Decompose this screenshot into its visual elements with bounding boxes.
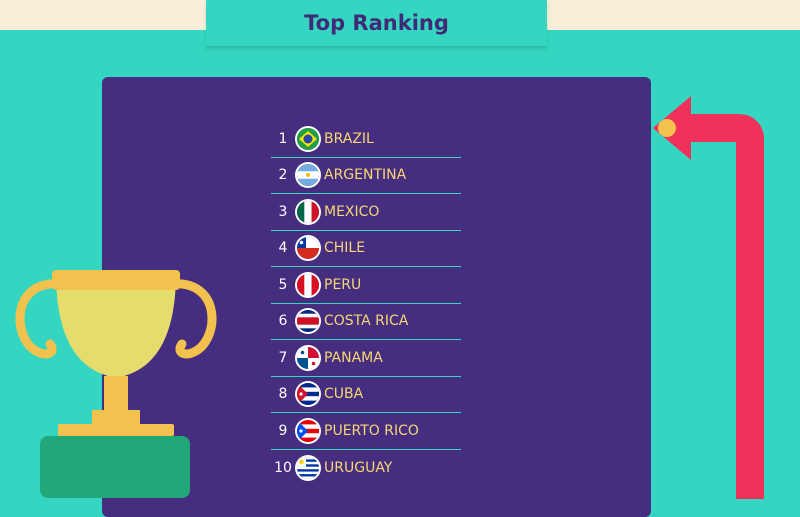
rank-number: 7 — [278, 349, 288, 366]
country-name: PANAMA — [324, 349, 383, 366]
ranking-row: 4 CHILE — [271, 231, 461, 267]
ranking-row: 3 MEXICO — [271, 194, 461, 231]
page-title: Top Ranking — [304, 11, 449, 35]
country-name: BRAZIL — [324, 130, 374, 147]
cuba-flag-icon — [297, 383, 319, 406]
ranking-row: 5 PERU — [271, 267, 461, 304]
rank-number: 9 — [278, 422, 288, 439]
rank-number: 5 — [278, 276, 288, 293]
rank-number: 1 — [278, 130, 288, 147]
ranking-row: 2 ARGENTINA — [271, 158, 461, 194]
country-name: PERU — [324, 276, 362, 293]
rank-number: 2 — [278, 167, 288, 184]
country-name: PUERTO RICO — [324, 422, 419, 439]
country-name: CUBA — [324, 386, 364, 403]
title-tab: Top Ranking — [206, 0, 547, 46]
country-name: ARGENTINA — [324, 167, 407, 184]
ranking-row: 7 PANAMA — [271, 340, 461, 377]
rank-number: 10 — [274, 459, 292, 476]
country-name: COSTA RICA — [324, 313, 409, 330]
mexico-flag-icon — [297, 200, 319, 223]
country-name: CHILE — [324, 240, 366, 257]
rank-number: 8 — [278, 386, 288, 403]
ranking-row: 1 BRAZIL — [271, 121, 461, 158]
panama-flag-icon — [297, 346, 319, 369]
country-name: MEXICO — [324, 203, 380, 220]
ranking-row: 10 URUGUAY — [271, 450, 461, 487]
ranking-row: 8 CUBA — [271, 377, 461, 413]
uruguay-flag-icon — [297, 456, 319, 479]
ranking-row: 9 PUERTO RICO — [271, 413, 461, 450]
argentina-flag-icon — [297, 164, 319, 187]
rank-number: 4 — [278, 240, 288, 257]
brazil-flag-icon — [297, 127, 319, 150]
chile-flag-icon — [297, 237, 319, 260]
peru-flag-icon — [297, 273, 319, 296]
costa-rica-flag-icon — [297, 310, 319, 333]
puerto-rico-flag-icon — [297, 419, 319, 442]
country-name: URUGUAY — [324, 459, 393, 476]
arrow-illustration — [653, 96, 764, 499]
trophy-illustration — [15, 270, 217, 498]
ranking-row: 6 COSTA RICA — [271, 304, 461, 340]
ranking-list: 1 BRAZIL 2 ARGENTINA 3 MEXICO 4 CHILE 5 … — [271, 121, 461, 486]
ranking-panel — [102, 77, 651, 517]
rank-number: 6 — [278, 313, 288, 330]
rank-number: 3 — [278, 203, 288, 220]
